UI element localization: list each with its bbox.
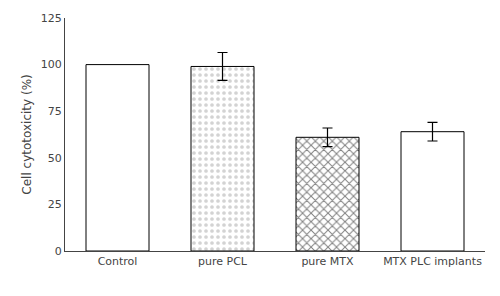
svg-text:50: 50 <box>48 152 62 165</box>
svg-text:25: 25 <box>48 198 62 211</box>
svg-text:75: 75 <box>48 105 62 118</box>
svg-text:0: 0 <box>55 245 62 258</box>
svg-text:pure MTX: pure MTX <box>301 255 354 268</box>
svg-text:Control: Control <box>98 255 138 268</box>
svg-text:100: 100 <box>41 58 62 71</box>
svg-text:MTX PLC implants: MTX PLC implants <box>383 255 482 268</box>
svg-text:pure PCL: pure PCL <box>198 255 248 268</box>
svg-text:125: 125 <box>41 12 62 25</box>
svg-text:Cell cytotoxicity (%): Cell cytotoxicity (%) <box>20 74 34 194</box>
